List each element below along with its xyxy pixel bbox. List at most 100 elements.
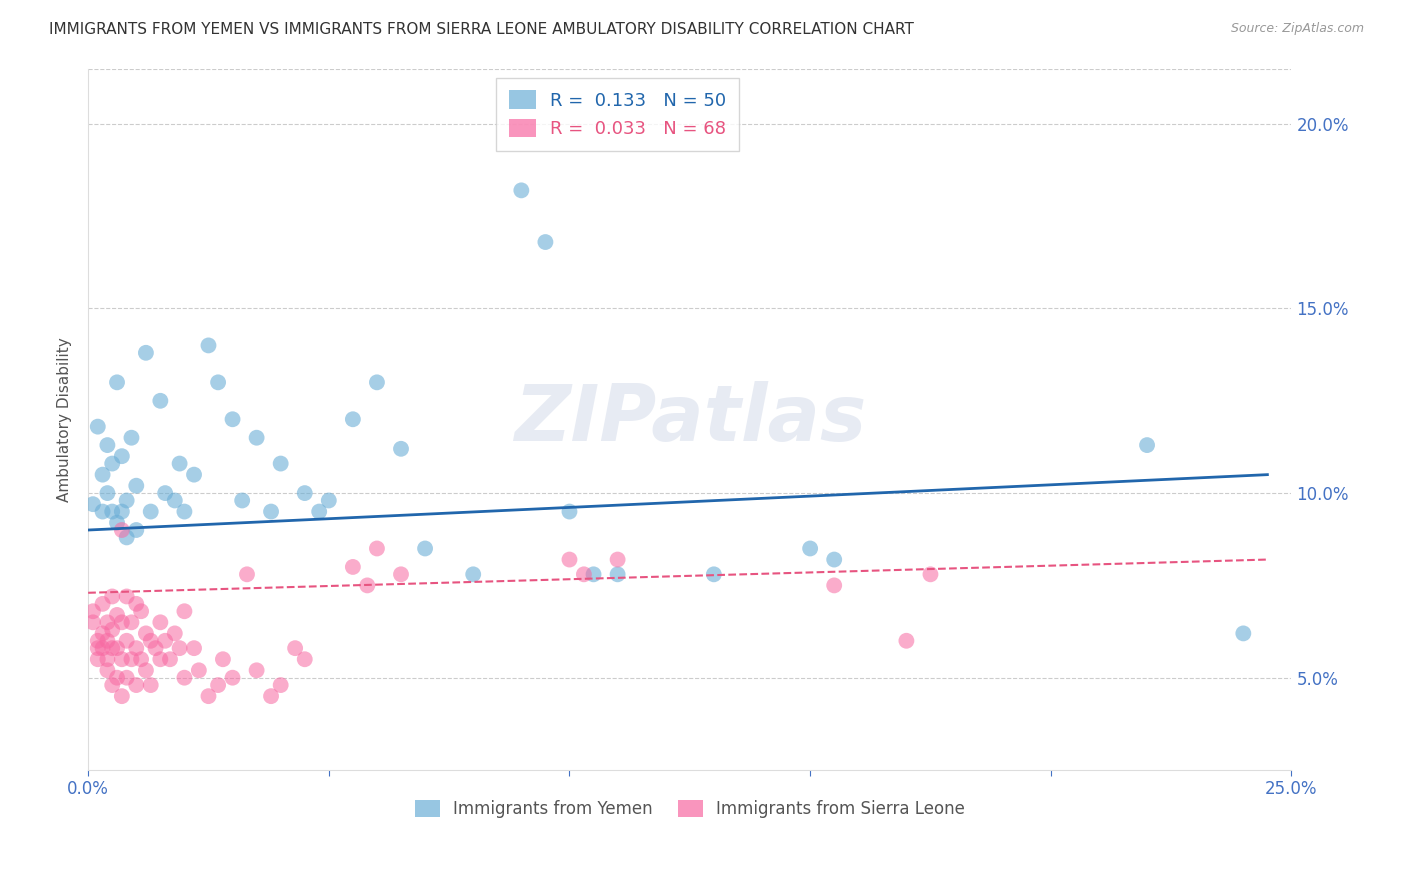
Point bbox=[920, 567, 942, 582]
Point bbox=[105, 671, 128, 685]
Point bbox=[96, 486, 118, 500]
Point bbox=[212, 652, 235, 666]
Point bbox=[606, 567, 628, 582]
Point bbox=[111, 689, 134, 703]
Point bbox=[96, 652, 118, 666]
Point bbox=[582, 567, 605, 582]
Point bbox=[139, 633, 162, 648]
Point bbox=[125, 641, 148, 656]
Point bbox=[96, 615, 118, 630]
Point bbox=[308, 504, 330, 518]
Point bbox=[129, 604, 152, 618]
Point bbox=[91, 504, 114, 518]
Point bbox=[413, 541, 436, 556]
Point bbox=[145, 641, 167, 656]
Point bbox=[342, 560, 364, 574]
Point bbox=[153, 486, 176, 500]
Point bbox=[125, 678, 148, 692]
Point bbox=[703, 567, 725, 582]
Point bbox=[169, 457, 191, 471]
Point bbox=[82, 497, 104, 511]
Point bbox=[246, 431, 269, 445]
Point bbox=[1136, 438, 1159, 452]
Point bbox=[187, 663, 209, 677]
Point bbox=[163, 493, 186, 508]
Point bbox=[111, 504, 134, 518]
Point bbox=[101, 678, 124, 692]
Point bbox=[534, 235, 557, 249]
Point bbox=[129, 652, 152, 666]
Point bbox=[294, 652, 316, 666]
Point bbox=[270, 678, 292, 692]
Point bbox=[1232, 626, 1254, 640]
Point bbox=[572, 567, 595, 582]
Point bbox=[139, 504, 162, 518]
Point bbox=[207, 678, 229, 692]
Point bbox=[101, 457, 124, 471]
Point bbox=[173, 671, 195, 685]
Point bbox=[606, 552, 628, 566]
Point bbox=[125, 479, 148, 493]
Point bbox=[82, 604, 104, 618]
Point bbox=[101, 641, 124, 656]
Point bbox=[318, 493, 340, 508]
Point bbox=[121, 431, 143, 445]
Point bbox=[183, 467, 205, 482]
Point bbox=[823, 578, 845, 592]
Point bbox=[96, 633, 118, 648]
Point bbox=[115, 633, 138, 648]
Point bbox=[342, 412, 364, 426]
Text: IMMIGRANTS FROM YEMEN VS IMMIGRANTS FROM SIERRA LEONE AMBULATORY DISABILITY CORR: IMMIGRANTS FROM YEMEN VS IMMIGRANTS FROM… bbox=[49, 22, 914, 37]
Point bbox=[149, 393, 172, 408]
Text: ZIPatlas: ZIPatlas bbox=[513, 381, 866, 458]
Point bbox=[101, 590, 124, 604]
Point bbox=[91, 467, 114, 482]
Point bbox=[558, 552, 581, 566]
Point bbox=[799, 541, 821, 556]
Point bbox=[558, 504, 581, 518]
Point bbox=[115, 493, 138, 508]
Point bbox=[101, 504, 124, 518]
Point bbox=[105, 516, 128, 530]
Point bbox=[366, 376, 388, 390]
Point bbox=[125, 523, 148, 537]
Point bbox=[105, 376, 128, 390]
Point bbox=[231, 493, 253, 508]
Point bbox=[111, 615, 134, 630]
Point bbox=[163, 626, 186, 640]
Point bbox=[207, 376, 229, 390]
Point bbox=[82, 615, 104, 630]
Point bbox=[389, 567, 412, 582]
Point bbox=[246, 663, 269, 677]
Point bbox=[169, 641, 191, 656]
Point bbox=[105, 607, 128, 622]
Point bbox=[101, 623, 124, 637]
Point bbox=[91, 641, 114, 656]
Point bbox=[115, 590, 138, 604]
Point bbox=[356, 578, 378, 592]
Point bbox=[260, 504, 283, 518]
Point bbox=[173, 604, 195, 618]
Point bbox=[96, 663, 118, 677]
Point bbox=[270, 457, 292, 471]
Point bbox=[91, 626, 114, 640]
Point bbox=[159, 652, 181, 666]
Text: Source: ZipAtlas.com: Source: ZipAtlas.com bbox=[1230, 22, 1364, 36]
Point bbox=[149, 615, 172, 630]
Point bbox=[153, 633, 176, 648]
Point bbox=[173, 504, 195, 518]
Point bbox=[221, 671, 243, 685]
Point bbox=[111, 449, 134, 463]
Point bbox=[221, 412, 243, 426]
Point bbox=[87, 419, 110, 434]
Point bbox=[149, 652, 172, 666]
Point bbox=[121, 615, 143, 630]
Point bbox=[135, 663, 157, 677]
Point bbox=[87, 652, 110, 666]
Point bbox=[135, 626, 157, 640]
Point bbox=[105, 641, 128, 656]
Point bbox=[111, 652, 134, 666]
Point bbox=[197, 689, 219, 703]
Point bbox=[183, 641, 205, 656]
Point bbox=[139, 678, 162, 692]
